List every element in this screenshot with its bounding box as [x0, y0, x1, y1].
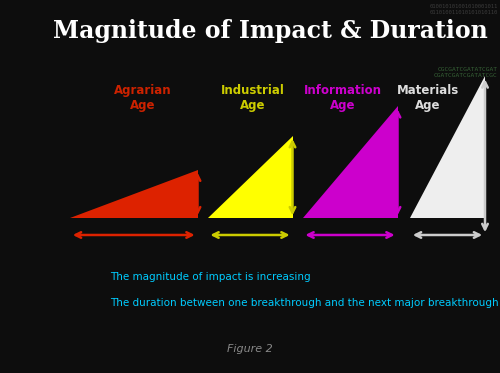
- Text: CGCGATCGATATCGAT
CGATCGATCGATATCGC: CGCGATCGATATCGAT CGATCGATCGATATCGC: [434, 67, 498, 78]
- Polygon shape: [410, 76, 485, 218]
- Polygon shape: [208, 136, 292, 218]
- Text: Information
Age: Information Age: [304, 84, 382, 112]
- Text: 010010101001010001011
011010011010101010110: 010010101001010001011 011010011010101010…: [429, 4, 498, 15]
- Text: Figure 2: Figure 2: [227, 344, 273, 354]
- Text: The duration between one breakthrough and the next major breakthrough is decreas: The duration between one breakthrough an…: [110, 298, 500, 308]
- Polygon shape: [302, 106, 398, 218]
- Polygon shape: [70, 170, 198, 218]
- Text: Materials
Age: Materials Age: [396, 84, 458, 112]
- Text: Industrial
Age: Industrial Age: [220, 84, 284, 112]
- Text: Magnitude of Impact & Duration: Magnitude of Impact & Duration: [53, 19, 488, 43]
- Text: Agrarian
Age: Agrarian Age: [114, 84, 172, 112]
- Text: The magnitude of impact is increasing: The magnitude of impact is increasing: [110, 272, 310, 282]
